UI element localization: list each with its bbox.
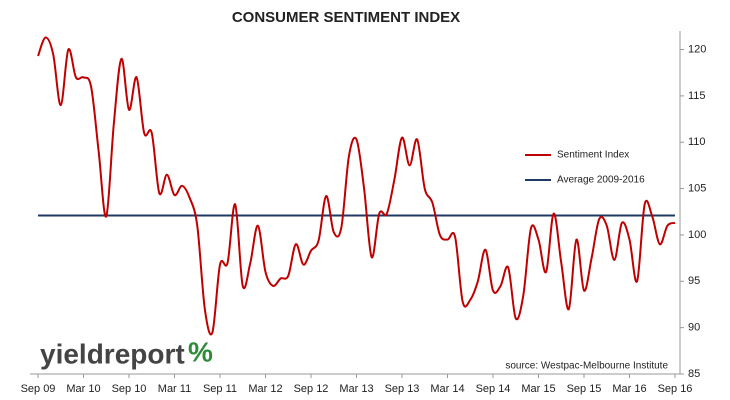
x-tick-label: Sep 14 xyxy=(476,383,511,395)
y-tick-label: 85 xyxy=(688,368,700,380)
chart-title: CONSUMER SENTIMENT INDEX xyxy=(232,9,460,26)
x-tick-label: Sep 16 xyxy=(658,383,693,395)
legend-label: Average 2009-2016 xyxy=(557,175,645,186)
x-tick-label: Sep 12 xyxy=(294,383,329,395)
y-tick-label: 110 xyxy=(688,136,706,148)
y-tick-label: 100 xyxy=(688,229,706,241)
x-tick-label: Sep 11 xyxy=(203,383,237,395)
y-tick-label: 120 xyxy=(688,43,706,55)
x-tick-label: Mar 15 xyxy=(521,383,555,395)
x-tick-label: Mar 14 xyxy=(430,383,464,395)
y-tick-label: 105 xyxy=(688,183,706,195)
logo-mark: % xyxy=(188,336,213,367)
y-tick-label: 90 xyxy=(688,322,700,334)
source-note: source: Westpac-Melbourne Institute xyxy=(505,361,668,372)
x-tick-label: Mar 10 xyxy=(66,383,100,395)
legend-label: Sentiment Index xyxy=(557,150,629,161)
x-tick-label: Mar 16 xyxy=(612,383,646,395)
logo: yieldreport xyxy=(40,338,185,369)
x-tick-label: Mar 11 xyxy=(158,383,191,395)
x-tick-label: Sep 13 xyxy=(385,383,420,395)
y-tick-label: 115 xyxy=(688,90,706,102)
x-tick-label: Sep 15 xyxy=(567,383,602,395)
line-series xyxy=(37,36,676,336)
x-tick-label: Mar 12 xyxy=(248,383,282,395)
x-tick-label: Sep 09 xyxy=(21,383,56,395)
x-tick-label: Sep 10 xyxy=(112,383,147,395)
y-tick-label: 95 xyxy=(688,275,700,287)
x-tick-label: Mar 13 xyxy=(339,383,373,395)
